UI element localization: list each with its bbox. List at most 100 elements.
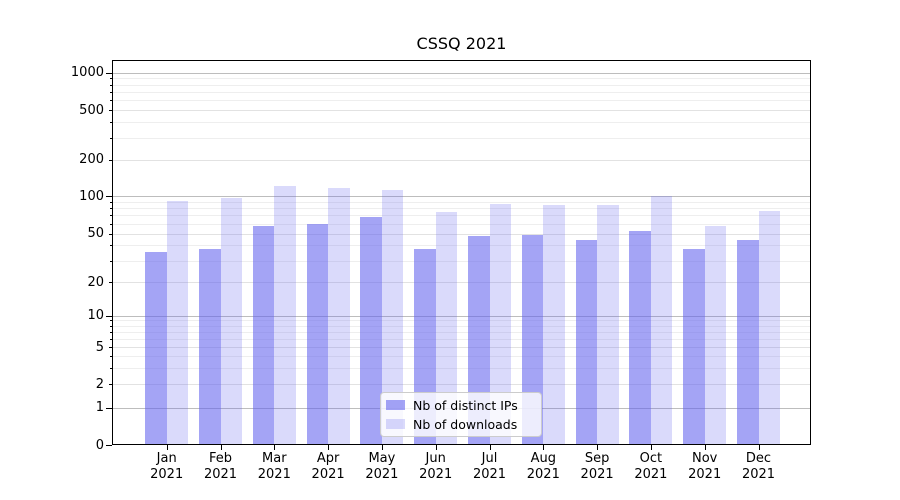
y-minor-tick-mark	[109, 356, 112, 357]
gridline-minor-labeled	[112, 384, 811, 385]
gridline-minor-labeled	[112, 110, 811, 111]
bar-downloads-mar	[274, 185, 296, 445]
y-tick-mark	[106, 315, 112, 317]
y-tick-mark	[106, 445, 112, 446]
gridline-minor	[112, 331, 811, 333]
bar-downloads-sep	[597, 204, 619, 445]
y-tick-label: 10	[87, 308, 104, 323]
bar-distinct-ips-oct	[629, 231, 651, 445]
gridline-minor	[112, 223, 811, 225]
y-minor-tick-mark	[109, 367, 112, 369]
bar-distinct-ips-dec	[737, 240, 759, 445]
y-tick-mark	[108, 384, 112, 385]
gridline-minor	[112, 367, 811, 369]
gridline-minor	[112, 91, 811, 93]
y-minor-tick-mark	[109, 215, 112, 217]
x-tick-mark	[274, 445, 276, 450]
x-tick-label-year: 2021	[203, 466, 238, 482]
x-tick-label: Aug 2021	[516, 451, 570, 482]
y-tick-mark	[108, 159, 112, 161]
y-tick-mark	[106, 72, 112, 74]
x-tick-label-year: 2021	[419, 466, 453, 482]
x-tick-mark	[543, 445, 545, 450]
bar-downloads-feb	[220, 198, 242, 445]
gridline-minor	[112, 356, 811, 357]
bar-downloads-jul	[489, 203, 511, 445]
x-tick-label-year: 2021	[526, 466, 560, 482]
gridline-minor	[112, 201, 811, 203]
gridline-minor	[112, 137, 811, 139]
gridline-minor	[112, 338, 811, 340]
y-minor-tick-mark	[109, 201, 112, 203]
x-tick-label-month: May	[368, 451, 396, 466]
bar-downloads-aug	[543, 204, 565, 445]
x-tick-label-year: 2021	[688, 466, 722, 482]
y-minor-tick-mark	[109, 100, 112, 102]
bar-distinct-ips-nov	[683, 249, 705, 445]
x-tick-label-year: 2021	[741, 466, 776, 482]
x-tick-label-month: Apr	[316, 451, 340, 466]
y-minor-tick-mark	[109, 320, 112, 322]
y-minor-tick-mark	[109, 78, 112, 80]
plot-area	[112, 60, 811, 445]
x-tick-label: Jul 2021	[463, 451, 517, 482]
gridline-minor	[112, 260, 811, 262]
x-tick-label-month: Jul	[481, 451, 498, 466]
y-tick-label: 5	[95, 339, 104, 355]
y-tick-label: 500	[79, 102, 104, 118]
y-tick-label: 20	[87, 274, 104, 290]
gridline-minor	[112, 215, 811, 217]
y-tick-label: 100	[79, 188, 104, 204]
y-minor-tick-mark	[109, 325, 112, 327]
x-tick-mark	[381, 445, 383, 450]
x-tick-mark	[650, 445, 652, 450]
x-tick-label: Sep 2021	[570, 451, 624, 482]
x-tick-label-year: 2021	[150, 466, 184, 482]
x-tick-label-year: 2021	[311, 466, 345, 482]
y-minor-tick-mark	[109, 122, 112, 124]
y-tick-label: 2	[95, 376, 104, 392]
bar-distinct-ips-mar	[252, 226, 275, 445]
legend-swatch-downloads	[386, 419, 405, 429]
x-tick-label: Apr 2021	[301, 451, 355, 482]
y-tick-label: 50	[87, 226, 104, 241]
x-tick-mark	[704, 445, 706, 450]
y-tick-label: 1	[95, 400, 104, 415]
y-tick-label: 1000	[70, 65, 104, 80]
y-minor-tick-mark	[109, 208, 112, 210]
gridline-minor	[112, 84, 811, 86]
x-tick-label: Mar 2021	[247, 451, 301, 482]
x-tick-label-month: Feb	[208, 451, 233, 466]
y-tick-mark	[106, 196, 112, 197]
bar-downloads-dec	[758, 210, 780, 445]
gridline-minor	[112, 245, 811, 247]
gridline-minor-labeled	[112, 159, 811, 161]
y-minor-tick-mark	[109, 223, 112, 225]
y-minor-tick-mark	[109, 245, 112, 247]
y-tick-label: 200	[79, 152, 104, 167]
x-tick-label-month: Nov	[692, 451, 718, 466]
x-tick-label-month: Jan	[156, 451, 177, 466]
y-tick-mark	[108, 282, 112, 283]
x-tick-label: Nov 2021	[678, 451, 732, 482]
legend-item-distinct-ips: Nb of distinct IPs	[386, 397, 535, 413]
gridline-minor	[112, 208, 811, 210]
gridline-minor	[112, 78, 811, 80]
gridline-minor	[112, 325, 811, 327]
gridline-minor-labeled	[112, 347, 811, 348]
x-tick-label: Jan 2021	[140, 451, 194, 482]
x-tick-mark	[597, 445, 599, 450]
legend: Nb of distinct IPs Nb of downloads	[380, 392, 542, 437]
x-tick-label: Oct 2021	[624, 451, 678, 482]
bar-downloads-nov	[704, 226, 727, 445]
bar-distinct-ips-sep	[575, 240, 598, 445]
y-tick-mark	[108, 347, 112, 348]
gridline-minor	[112, 122, 811, 124]
x-tick-label-year: 2021	[365, 466, 399, 482]
x-tick-label-month: Jun	[425, 451, 446, 466]
x-tick-label: Feb 2021	[194, 451, 248, 482]
legend-swatch-distinct-ips	[386, 400, 405, 410]
chart-title: CSSQ 2021	[416, 34, 507, 53]
x-tick-label-month: Dec	[745, 451, 772, 466]
x-tick-mark	[166, 445, 168, 450]
